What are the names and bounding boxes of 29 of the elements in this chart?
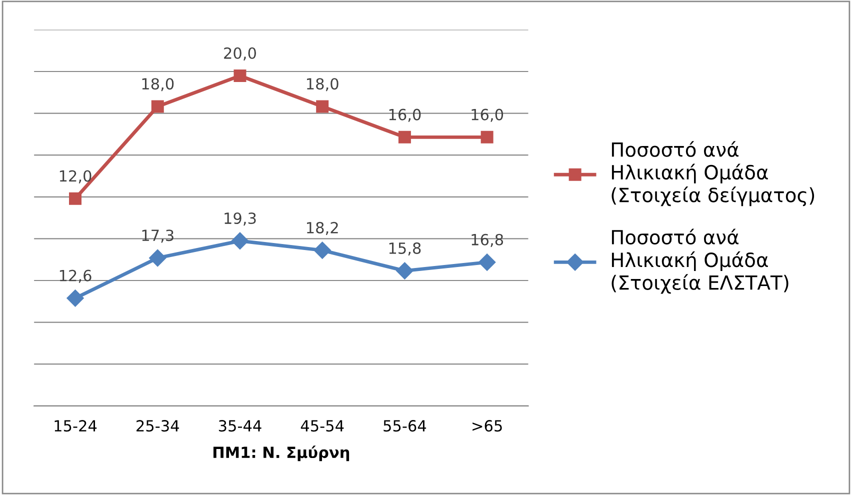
point (151, 100, 164, 113)
point (149, 249, 166, 267)
point (396, 262, 414, 280)
data-label: 20,0 (224, 47, 256, 60)
x-tick-label: 55-64 (384, 420, 426, 432)
point (314, 242, 331, 259)
point (234, 70, 246, 82)
point (398, 130, 411, 144)
legend-label: Ποσοστό ανά Ηλικιακή Ομάδα (Στοιχεία ΕΛΣΤΑΤ) (612, 228, 788, 294)
data-label: 15,8 (389, 242, 421, 256)
x-tick-label: 35-44 (218, 420, 262, 432)
x-tick-label: >65 (472, 420, 502, 432)
point (316, 100, 329, 113)
x-tick-label: 15-24 (54, 420, 97, 432)
data-label: 19,3 (224, 212, 256, 226)
data-label: 12,6 (60, 270, 92, 283)
x-tick-label: 45-54 (300, 420, 344, 432)
x-tick-label: 25-34 (136, 420, 179, 432)
data-label: 18,2 (307, 222, 338, 235)
point (480, 130, 494, 144)
x-axis-title: ΠΜ1: Ν. Σμύρνη (213, 446, 350, 462)
point (478, 254, 496, 271)
legend-label: Ποσοστό ανά Ηλικιακή Ομάδα (Στοιχεία δείγματος) (612, 141, 814, 206)
point (69, 192, 82, 205)
data-label: 12,0 (60, 170, 92, 184)
point (66, 290, 84, 307)
point (231, 232, 249, 250)
data-label: 18,0 (142, 78, 174, 92)
data-label: 18,0 (307, 78, 338, 92)
